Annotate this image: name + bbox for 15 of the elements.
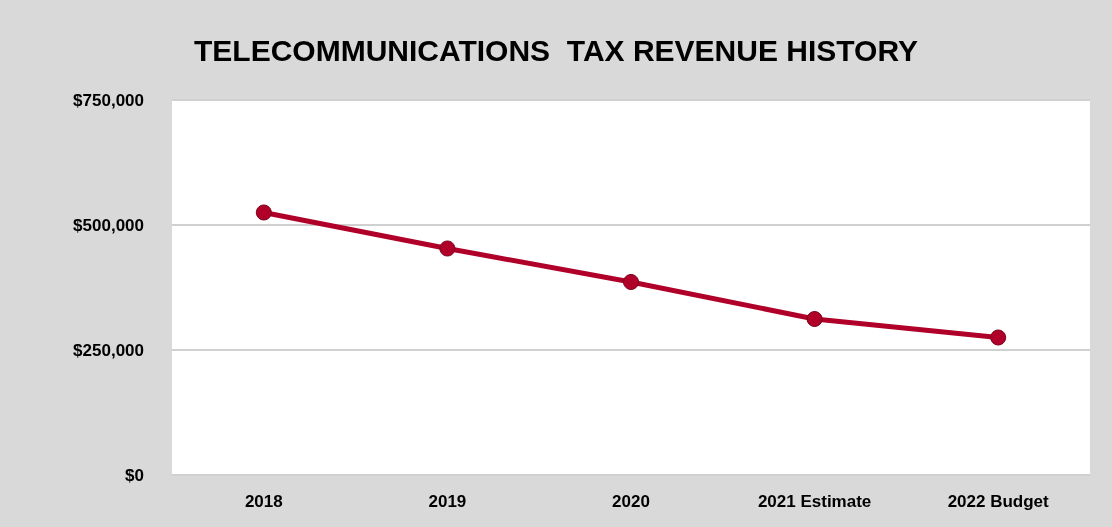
point	[806, 311, 823, 327]
y-tick-label: $250,000	[73, 340, 144, 360]
x-tick-label: 2018	[244, 492, 283, 511]
x-tick-label: 2020	[612, 492, 650, 511]
x-tick-label: 2019	[428, 492, 467, 511]
y-tick-label: $500,000	[73, 215, 144, 235]
point	[990, 329, 1007, 346]
point	[255, 204, 272, 221]
chart-title: TELECOMMUNICATIONS TAX REVENUE HISTORY	[194, 33, 918, 67]
x-tick-label: 2021 Estimate	[757, 492, 872, 511]
y-tick-label: $0	[125, 465, 144, 485]
x-tick-label: 2022 Budget	[947, 492, 1050, 511]
point	[623, 274, 639, 290]
point	[439, 240, 456, 257]
y-tick-label: $750,000	[73, 90, 144, 110]
